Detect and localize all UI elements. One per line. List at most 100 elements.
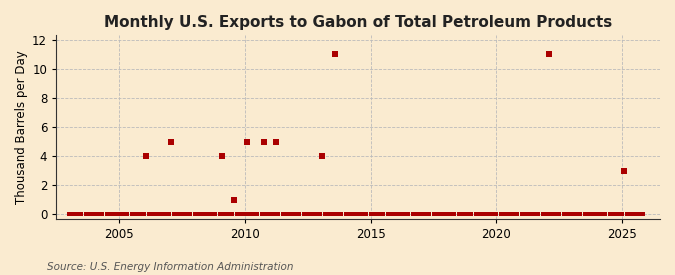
Point — [520, 212, 531, 216]
Point — [638, 212, 649, 216]
Y-axis label: Thousand Barrels per Day: Thousand Barrels per Day — [15, 50, 28, 204]
Point — [194, 212, 205, 216]
Point — [223, 212, 234, 216]
Title: Monthly U.S. Exports to Gabon of Total Petroleum Products: Monthly U.S. Exports to Gabon of Total P… — [104, 15, 612, 30]
Point — [604, 212, 615, 216]
Point — [97, 212, 107, 216]
Point — [281, 212, 292, 216]
Point — [533, 212, 544, 216]
Point — [147, 212, 158, 216]
Point — [256, 212, 267, 216]
Point — [139, 212, 150, 216]
Point — [202, 212, 213, 216]
Point — [248, 212, 259, 216]
Point — [579, 212, 590, 216]
Point — [242, 139, 252, 144]
Point — [449, 212, 460, 216]
Point — [198, 212, 209, 216]
Point — [395, 212, 406, 216]
Point — [500, 212, 510, 216]
Point — [315, 212, 326, 216]
Point — [369, 212, 380, 216]
Point — [177, 212, 188, 216]
Point — [458, 212, 468, 216]
Point — [613, 212, 624, 216]
Point — [290, 212, 300, 216]
Point — [596, 212, 607, 216]
Point — [259, 139, 269, 144]
Text: Source: U.S. Energy Information Administration: Source: U.S. Energy Information Administ… — [47, 262, 294, 272]
Point — [210, 212, 221, 216]
Point — [365, 212, 376, 216]
Point — [504, 212, 514, 216]
Point — [634, 212, 645, 216]
Point — [294, 212, 305, 216]
Point — [361, 212, 372, 216]
Point — [141, 154, 152, 158]
Point — [217, 154, 227, 158]
Point — [545, 212, 556, 216]
Point — [72, 212, 82, 216]
Point — [537, 212, 548, 216]
Point — [549, 212, 560, 216]
Point — [630, 212, 641, 216]
Point — [403, 212, 414, 216]
Point — [113, 212, 124, 216]
Point — [524, 212, 535, 216]
Point — [508, 212, 518, 216]
Point — [329, 52, 340, 56]
Point — [512, 212, 522, 216]
Point — [319, 212, 330, 216]
Point — [336, 212, 347, 216]
Point — [348, 212, 359, 216]
Point — [286, 212, 296, 216]
Point — [541, 212, 552, 216]
Point — [88, 212, 99, 216]
Point — [332, 212, 343, 216]
Point — [407, 212, 418, 216]
Point — [302, 212, 313, 216]
Point — [516, 212, 527, 216]
Point — [269, 212, 279, 216]
Point — [621, 212, 632, 216]
Point — [84, 212, 95, 216]
Point — [445, 212, 456, 216]
Point — [428, 212, 439, 216]
Point — [240, 212, 250, 216]
Point — [487, 212, 497, 216]
Point — [609, 212, 620, 216]
Point — [619, 169, 630, 173]
Point — [583, 212, 594, 216]
Point — [261, 212, 271, 216]
Point — [229, 198, 240, 202]
Point — [600, 212, 611, 216]
Point — [118, 212, 129, 216]
Point — [386, 212, 397, 216]
Point — [134, 212, 145, 216]
Point — [181, 212, 192, 216]
Point — [68, 212, 78, 216]
Point — [271, 139, 281, 144]
Point — [416, 212, 427, 216]
Point — [105, 212, 116, 216]
Point — [310, 212, 321, 216]
Point — [382, 212, 393, 216]
Point — [101, 212, 112, 216]
Point — [617, 212, 628, 216]
Point — [235, 212, 246, 216]
Point — [122, 212, 133, 216]
Point — [76, 212, 87, 216]
Point — [273, 212, 284, 216]
Point — [592, 212, 603, 216]
Point — [231, 212, 242, 216]
Point — [475, 212, 485, 216]
Point — [92, 212, 103, 216]
Point — [219, 212, 230, 216]
Point — [166, 139, 177, 144]
Point — [327, 212, 338, 216]
Point — [575, 212, 586, 216]
Point — [130, 212, 141, 216]
Point — [206, 212, 217, 216]
Point — [378, 212, 389, 216]
Point — [562, 212, 573, 216]
